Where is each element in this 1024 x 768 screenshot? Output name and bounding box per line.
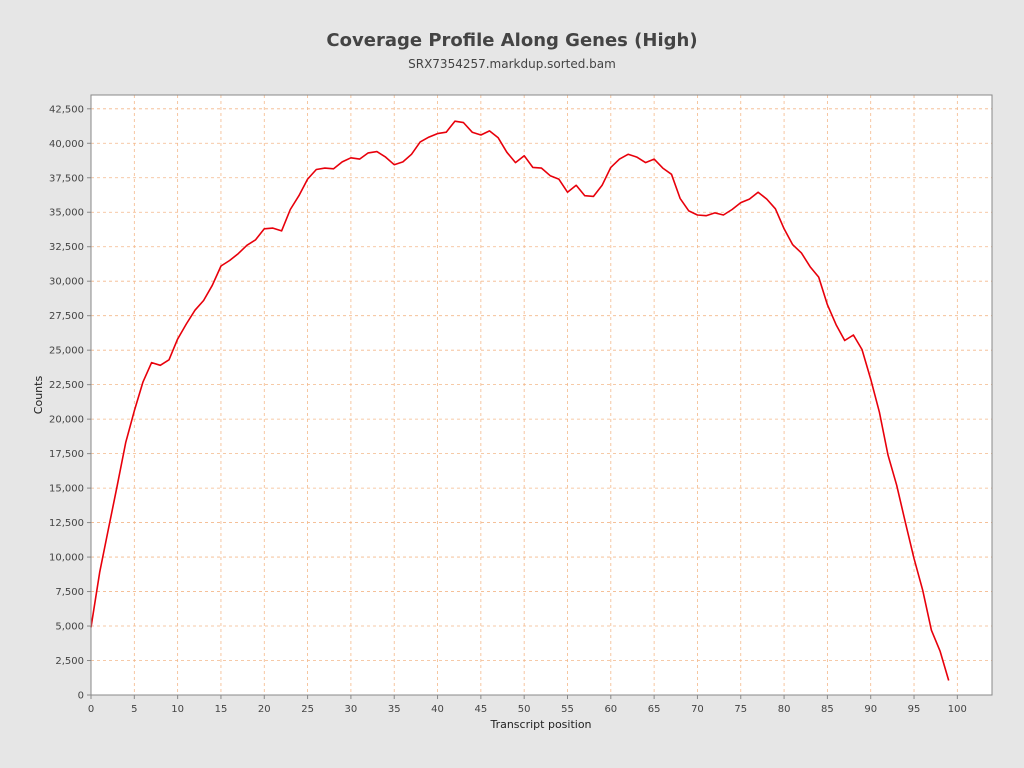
x-tick-label: 5 — [131, 704, 137, 715]
x-tick-label: 85 — [821, 704, 834, 715]
x-axis: 0 5 10 15 20 25 30 35 40 45 50 55 60 65 70 75 80 85 90 95 10… — [88, 695, 967, 715]
y-axis-label: Counts — [32, 376, 45, 415]
y-axis: 0 2,500 5,000 7,500 10,000 12,500 15,000 17,500… — [49, 104, 91, 702]
plot-background — [91, 95, 992, 695]
y-tick-label: 15,000 — [49, 484, 84, 495]
y-tick-label: 25,000 — [49, 346, 84, 357]
x-tick-label: 100 — [948, 704, 967, 715]
x-tick-label: 90 — [864, 704, 877, 715]
y-tick-label: 5,000 — [55, 622, 84, 633]
y-tick-label: 2,500 — [55, 656, 84, 667]
x-tick-label: 20 — [258, 704, 271, 715]
x-tick-label: 70 — [691, 704, 704, 715]
x-tick-label: 50 — [518, 704, 531, 715]
y-tick-label: 35,000 — [49, 208, 84, 219]
x-tick-label: 40 — [431, 704, 444, 715]
x-tick-label: 15 — [215, 704, 228, 715]
x-axis-label: Transcript position — [489, 718, 591, 731]
series-group — [90, 120, 950, 681]
x-tick-label: 75 — [734, 704, 747, 715]
series-line — [90, 120, 950, 681]
x-tick-label: 25 — [301, 704, 314, 715]
y-tick-label: 22,500 — [49, 380, 84, 391]
x-tick-label: 30 — [345, 704, 358, 715]
x-tick-label: 35 — [388, 704, 401, 715]
y-tick-label: 20,000 — [49, 415, 84, 426]
y-tick-label: 12,500 — [49, 518, 84, 529]
y-tick-label: 37,500 — [49, 173, 84, 184]
x-tick-label: 45 — [474, 704, 487, 715]
x-tick-label: 60 — [604, 704, 617, 715]
y-tick-label: 0 — [78, 691, 84, 702]
x-tick-label: 55 — [561, 704, 574, 715]
x-tick-label: 65 — [648, 704, 661, 715]
y-tick-label: 30,000 — [49, 277, 84, 288]
y-tick-label: 27,500 — [49, 311, 84, 322]
gridlines — [90, 95, 992, 696]
y-tick-label: 17,500 — [49, 449, 84, 460]
y-tick-label: 7,500 — [55, 587, 84, 598]
plot-border — [90, 94, 993, 696]
y-tick-label: 10,000 — [49, 553, 84, 564]
x-tick-label: 80 — [778, 704, 791, 715]
y-tick-label: 42,500 — [49, 104, 84, 115]
chart-subtitle: SRX7354257.markdup.sorted.bam — [408, 57, 616, 71]
x-tick-label: 0 — [88, 704, 94, 715]
x-tick-label: 10 — [171, 704, 184, 715]
y-tick-label: 32,500 — [49, 242, 84, 253]
y-tick-label: 40,000 — [49, 139, 84, 150]
chart-title: Coverage Profile Along Genes (High) — [326, 30, 698, 51]
x-tick-label: 95 — [908, 704, 921, 715]
